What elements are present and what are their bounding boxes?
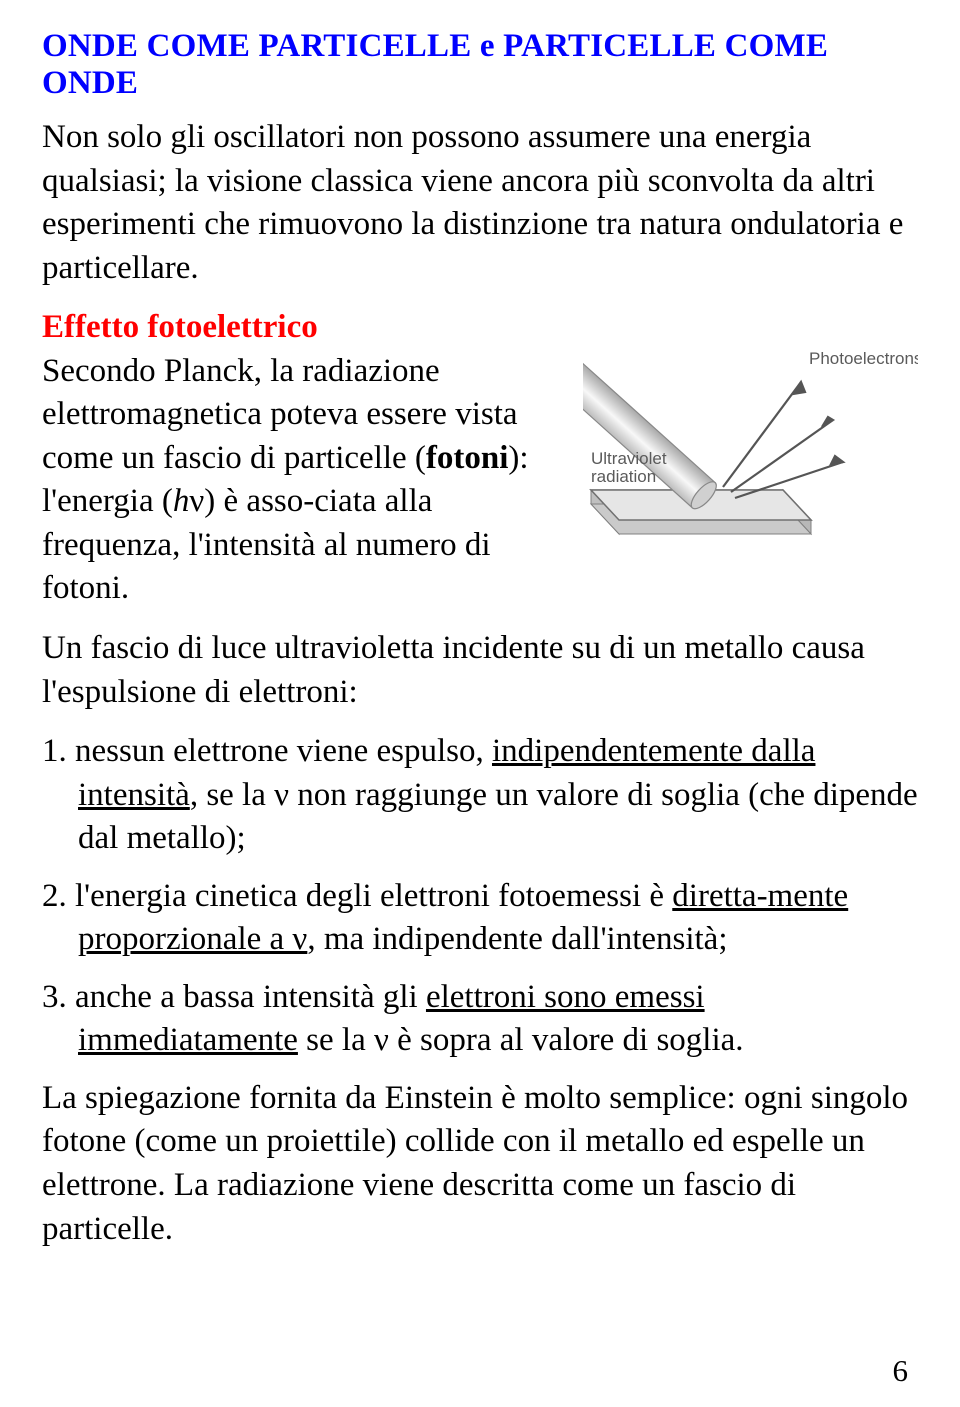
photoelectric-diagram: Ultraviolet radiation Photoelectrons — [583, 312, 918, 552]
subheading: Effetto fotoelettrico — [42, 309, 318, 345]
diagram-label-uv2: radiation — [591, 467, 656, 486]
einstein-paragraph: La spiegazione fornita da Einstein è mol… — [42, 1077, 918, 1251]
li1b: , se la ν non raggiunge un valore di sog… — [78, 777, 918, 857]
diagram-label-uv1: Ultraviolet — [591, 449, 667, 468]
li1a: 1. nessun elettrone viene espulso, — [42, 733, 492, 769]
page-title: ONDE COME PARTICELLE e PARTICELLE COME O… — [42, 28, 918, 102]
intro-paragraph: Non solo gli oscillatori non possono ass… — [42, 116, 918, 290]
list-item-3: 3. anche a bassa intensità gli elettroni… — [42, 976, 918, 1063]
li2a: 2. l'energia cinetica degli elettroni fo… — [42, 878, 672, 914]
diagram-label-photo: Photoelectrons — [809, 349, 918, 368]
li2b: , ma indipendente dall'intensità; — [307, 921, 727, 957]
list-item-2: 2. l'energia cinetica degli elettroni fo… — [42, 875, 918, 962]
page-number: 6 — [893, 1353, 909, 1389]
p2-ital: h — [173, 483, 190, 519]
li3a: 3. anche a bassa intensità gli — [42, 979, 426, 1015]
uv-paragraph: Un fascio di luce ultravioletta incident… — [42, 627, 918, 714]
p2-bold: fotoni — [426, 440, 509, 476]
list-item-1: 1. nessun elettrone viene espulso, indip… — [42, 730, 918, 861]
diagram-svg: Ultraviolet radiation Photoelectrons — [583, 312, 918, 552]
li3b: se la ν è sopra al valore di soglia. — [298, 1022, 744, 1058]
